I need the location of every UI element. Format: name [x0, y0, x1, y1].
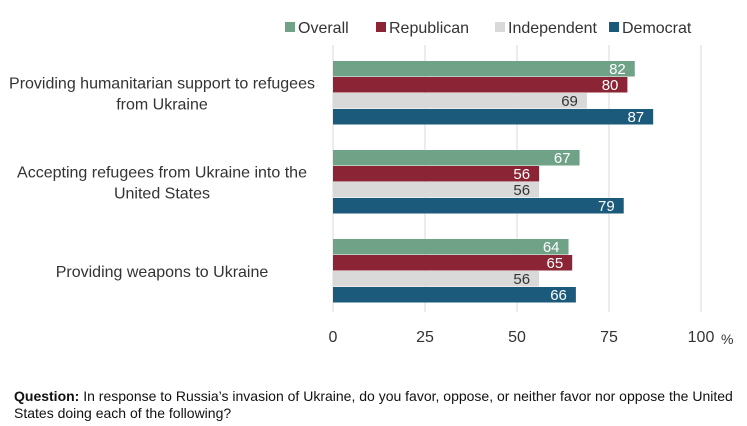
bar-overall-0 — [333, 61, 635, 77]
bar-republican-0 — [333, 77, 628, 93]
bar-independent-1 — [333, 182, 540, 198]
value-label-republican-0: 80 — [602, 77, 619, 94]
category-label-1: Accepting refugees from Ukraine into the… — [17, 165, 307, 203]
legend: Overall Republican Independent Democrat — [285, 20, 692, 37]
question-note: Question: In response to Russia’s invasi… — [14, 388, 736, 422]
category-label-2: Providing weapons to Ukraine — [56, 264, 269, 281]
value-label-republican-2: 65 — [547, 255, 564, 272]
legend-label-independent: Independent — [508, 20, 598, 37]
x-tick-label-0: 0 — [329, 329, 338, 346]
category-label-line: Providing humanitarian support to refuge… — [9, 76, 315, 93]
x-axis-ticks: 0 25 50 75 100% — [329, 329, 734, 347]
bar-republican-1 — [333, 166, 540, 182]
bar-republican-2 — [333, 255, 573, 271]
legend-swatch-independent — [495, 22, 505, 32]
value-label-overall-1: 67 — [554, 150, 571, 167]
x-tick-label-2: 50 — [508, 329, 526, 346]
category-label-line: from Ukraine — [116, 97, 208, 114]
question-prefix: Question: — [14, 388, 80, 404]
bar-democrat-2 — [333, 287, 576, 303]
legend-swatch-democrat — [609, 22, 619, 32]
x-tick-label-1: 25 — [416, 329, 434, 346]
category-label-line: United States — [114, 186, 210, 203]
x-tick-label-4: 100 — [688, 329, 715, 346]
value-label-independent-0: 69 — [561, 93, 578, 110]
category-label-line: Accepting refugees from Ukraine into the — [17, 165, 307, 182]
legend-label-republican: Republican — [389, 20, 469, 37]
bars — [333, 61, 654, 303]
category-labels: Providing humanitarian support to refuge… — [9, 76, 315, 282]
value-label-independent-1: 56 — [513, 182, 530, 199]
bar-independent-0 — [333, 93, 587, 109]
question-text: In response to Russia’s invasion of Ukra… — [14, 388, 733, 421]
bar-democrat-1 — [333, 198, 624, 214]
value-label-democrat-2: 66 — [550, 287, 567, 304]
category-label-line: Providing weapons to Ukraine — [56, 264, 269, 281]
bar-independent-2 — [333, 271, 540, 287]
bar-overall-1 — [333, 150, 580, 166]
bar-overall-2 — [333, 239, 569, 255]
value-label-republican-1: 56 — [513, 166, 530, 183]
value-label-overall-0: 82 — [609, 61, 626, 78]
legend-label-overall: Overall — [298, 20, 349, 37]
value-label-independent-2: 56 — [513, 271, 530, 288]
legend-swatch-republican — [376, 22, 386, 32]
category-label-0: Providing humanitarian support to refuge… — [9, 76, 315, 114]
x-unit-label: % — [721, 331, 733, 347]
legend-swatch-overall — [285, 22, 295, 32]
bar-democrat-0 — [333, 109, 654, 125]
value-label-overall-2: 64 — [543, 239, 560, 256]
legend-label-democrat: Democrat — [622, 20, 692, 37]
value-label-democrat-1: 79 — [598, 198, 615, 215]
value-label-democrat-0: 87 — [627, 109, 644, 126]
x-tick-label-3: 75 — [600, 329, 618, 346]
